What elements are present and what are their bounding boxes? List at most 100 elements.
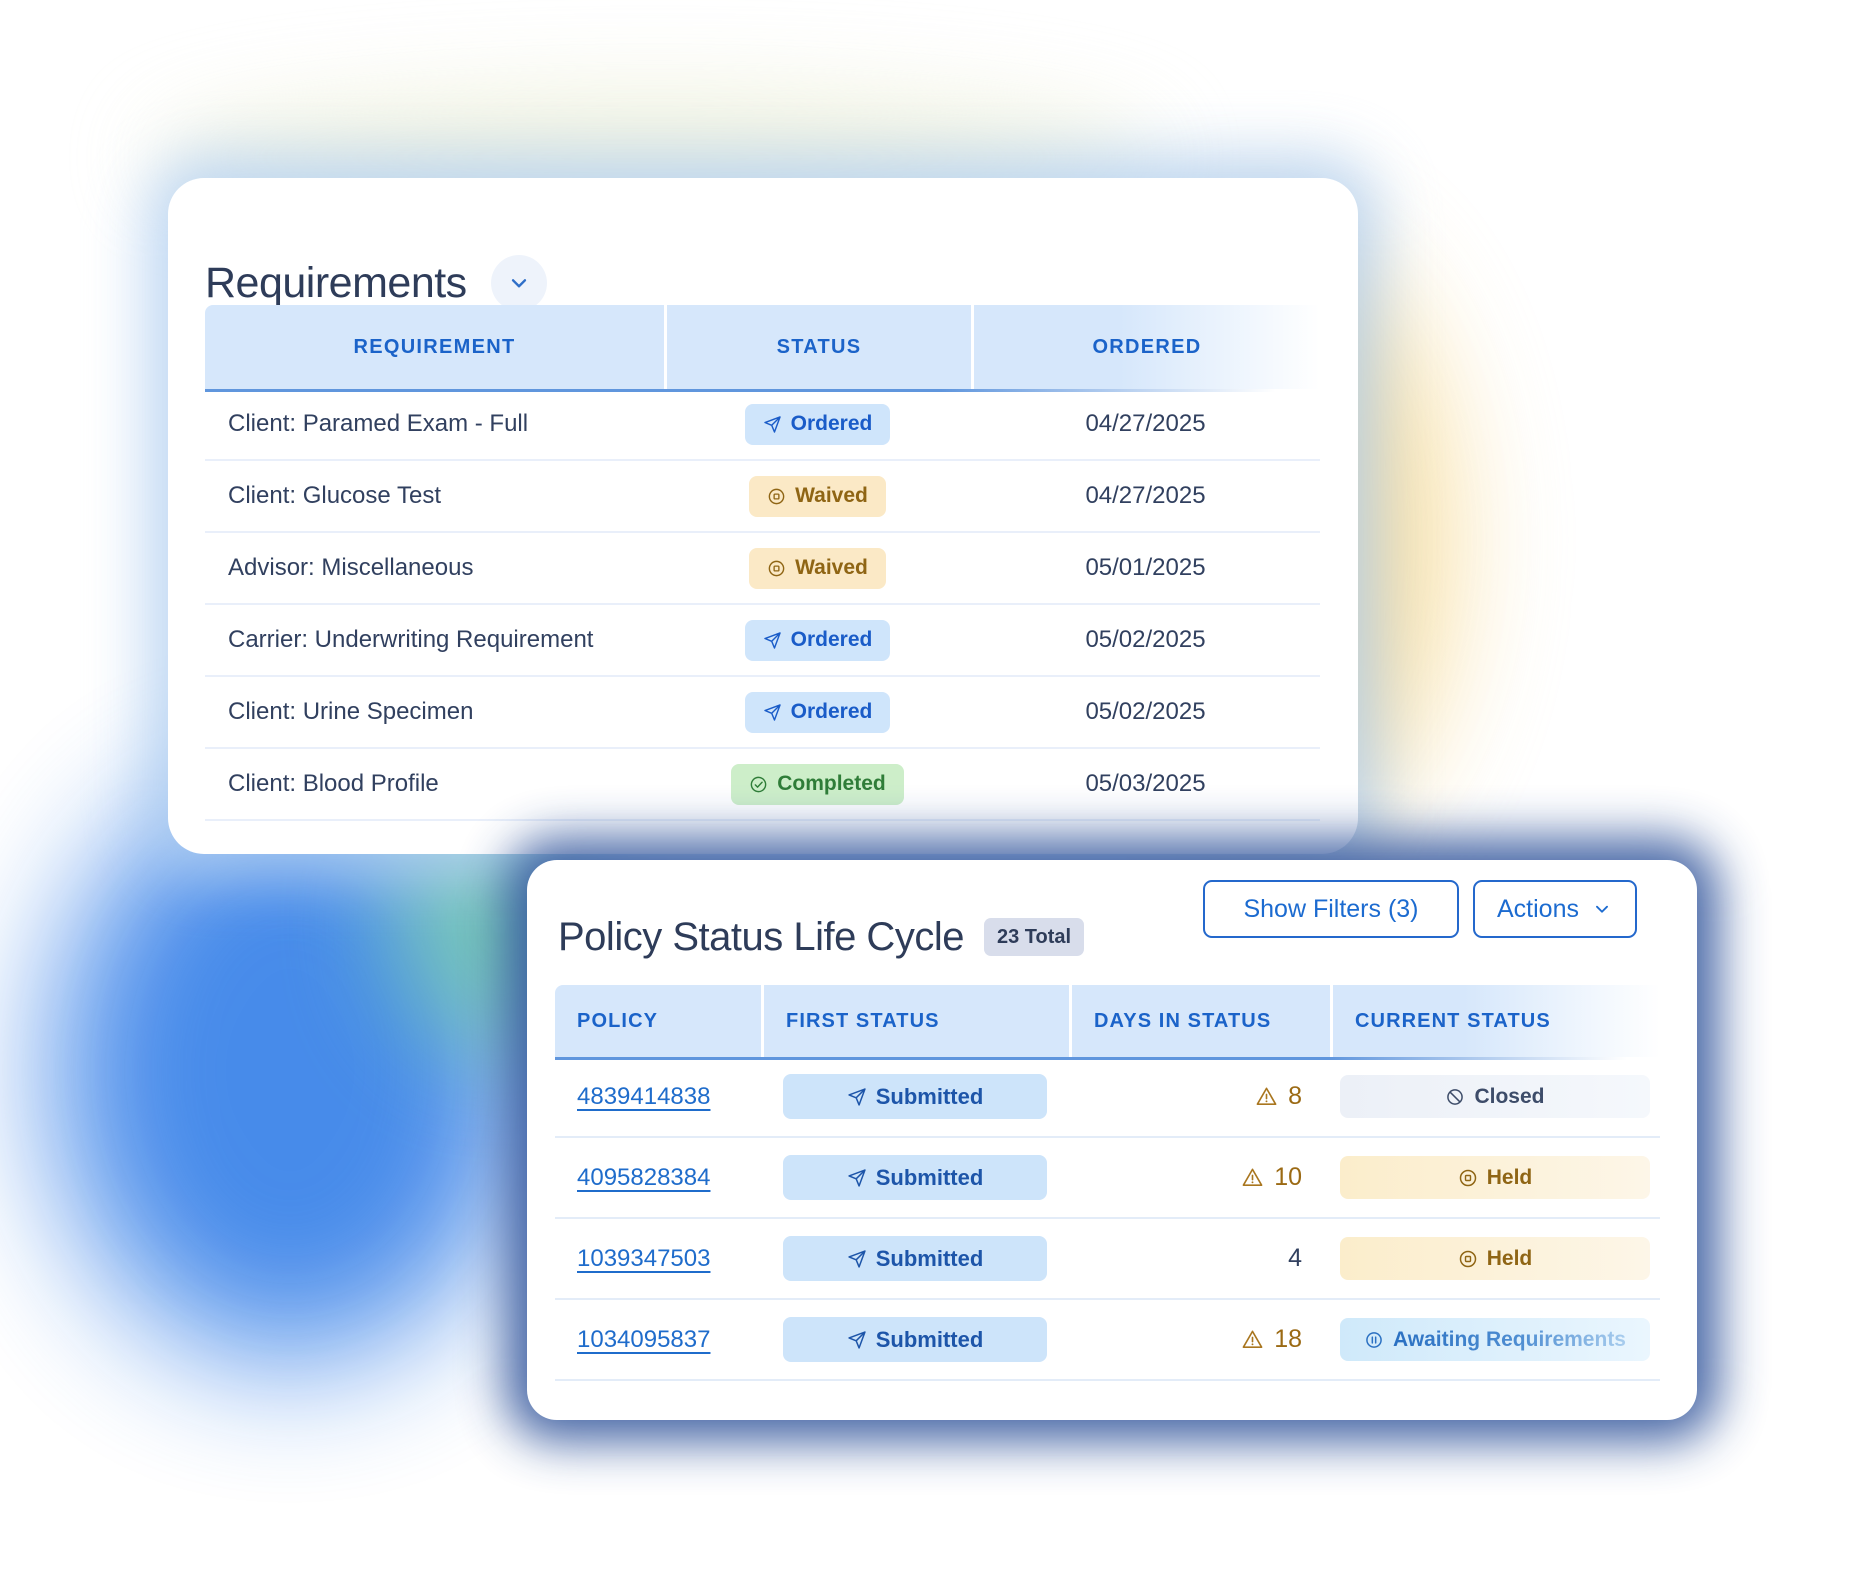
status-label: Submitted [875,1245,984,1271]
actions-button[interactable]: Actions [1473,880,1637,938]
table-row: Advisor: Miscellaneous Waived 05/01/2025 [205,533,1320,605]
requirements-title: Requirements [205,258,467,307]
status-badge-held: Held [1340,1237,1650,1280]
show-filters-button[interactable]: Show Filters (3) [1203,880,1459,938]
send-icon [847,1330,867,1350]
table-row: 1034095837 Submitted 18 Awaiting Require… [555,1300,1660,1381]
status-label: Submitted [875,1326,984,1352]
send-icon [763,703,782,722]
policy-number-link[interactable]: 4095828384 [577,1163,711,1191]
warning-triangle-icon [1241,1166,1264,1189]
policy-card-header: Policy Status Life Cycle 23 Total [558,884,1085,990]
status-label: Closed [1474,1084,1545,1108]
status-label: Held [1486,1165,1533,1189]
status-badge-submitted: Submitted [783,1317,1047,1362]
status-badge-waived: Waived [749,475,886,517]
status-badge-closed: Closed [1340,1075,1650,1118]
ordered-date-cell: 04/27/2025 [1085,482,1206,509]
requirements-table: REQUIREMENT STATUS ORDERED Client: Param… [205,305,1320,821]
check-circle-icon [749,775,768,794]
stop-circle-icon [1458,1168,1478,1188]
stop-circle-icon [1458,1249,1478,1269]
requirement-cell: Advisor: Miscellaneous [228,554,474,581]
warning-triangle-icon [1241,1328,1264,1351]
warning-triangle-icon [1255,1085,1278,1108]
status-badge-ordered: Ordered [744,403,891,445]
days-in-status-value: 18 [1274,1325,1302,1353]
table-row: 4095828384 Submitted 10 Held [555,1138,1660,1219]
status-badge-waived: Waived [749,547,886,589]
column-header-days-in-status: DAYS IN STATUS [1069,985,1330,1057]
send-icon [763,415,782,434]
send-icon [847,1249,867,1269]
status-badge-completed: Completed [731,763,904,805]
status-label: Completed [777,772,886,795]
ordered-date-cell: 05/02/2025 [1085,626,1206,653]
total-count-badge: 23 Total [983,918,1085,957]
chevron-down-icon [1591,898,1613,920]
ordered-date-cell: 05/03/2025 [1085,770,1206,797]
send-icon [847,1168,867,1188]
requirement-cell: Client: Urine Specimen [228,698,474,725]
status-label: Submitted [875,1083,984,1109]
column-header-policy: POLICY [555,985,761,1057]
stop-circle-icon [767,559,786,578]
requirements-card-header: Requirements [205,226,547,340]
ordered-date-cell: 04/27/2025 [1085,410,1206,437]
requirement-cell: Client: Glucose Test [228,482,441,509]
requirements-card: Requirements REQUIREMENT STATUS ORDERED … [168,178,1358,854]
stop-circle-icon [767,487,786,506]
table-row: Client: Glucose Test Waived 04/27/2025 [205,461,1320,533]
requirement-cell: Client: Paramed Exam - Full [228,410,529,437]
chevron-down-icon [506,270,532,296]
status-label: Ordered [790,412,873,435]
pause-circle-icon [1364,1330,1384,1350]
table-row: 4839414838 Submitted 8 Closed [555,1057,1660,1138]
policy-number-link[interactable]: 1039347503 [577,1244,711,1272]
status-badge-submitted: Submitted [783,1155,1047,1200]
status-label: Submitted [875,1164,984,1190]
status-label: Held [1486,1246,1533,1270]
actions-label: Actions [1497,894,1579,923]
requirement-cell: Client: Blood Profile [228,770,439,797]
policy-status-card: Policy Status Life Cycle 23 Total Show F… [527,860,1697,1420]
table-row: Client: Blood Profile Completed 05/03/20… [205,749,1320,821]
status-label: Waived [795,556,868,579]
policy-table-header: POLICY FIRST STATUS DAYS IN STATUS CURRE… [555,985,1660,1060]
column-header-requirement: REQUIREMENT [205,305,664,389]
column-header-ordered: ORDERED [971,305,1320,389]
ordered-date-cell: 05/01/2025 [1085,554,1206,581]
requirement-cell: Carrier: Underwriting Requirement [228,626,594,653]
status-badge-ordered: Ordered [744,619,891,661]
policy-table: POLICY FIRST STATUS DAYS IN STATUS CURRE… [555,985,1660,1381]
days-in-status-value: 8 [1288,1082,1302,1110]
status-label: Awaiting Requirements [1393,1327,1626,1351]
send-icon [847,1087,867,1107]
policy-number-link[interactable]: 4839414838 [577,1082,711,1110]
prohibited-icon [1445,1087,1465,1107]
status-badge-held: Held [1340,1156,1650,1199]
ordered-date-cell: 05/02/2025 [1085,698,1206,725]
table-row: Carrier: Underwriting Requirement Ordere… [205,605,1320,677]
table-row: Client: Urine Specimen Ordered 05/02/202… [205,677,1320,749]
send-icon [763,631,782,650]
column-header-status: STATUS [664,305,971,389]
status-badge-submitted: Submitted [783,1074,1047,1119]
status-badge-ordered: Ordered [744,691,891,733]
requirements-collapse-button[interactable] [490,255,547,312]
days-in-status-value: 10 [1274,1163,1302,1191]
column-header-current-status: CURRENT STATUS [1330,985,1660,1057]
status-label: Waived [795,484,868,507]
requirements-table-header: REQUIREMENT STATUS ORDERED [205,305,1320,392]
status-badge-submitted: Submitted [783,1236,1047,1281]
table-row: 1039347503 Submitted 4 Held [555,1219,1660,1300]
table-row: Client: Paramed Exam - Full Ordered 04/2… [205,389,1320,461]
status-label: Ordered [790,628,873,651]
days-in-status-value: 4 [1288,1244,1302,1272]
status-badge-awaiting-requirements: Awaiting Requirements [1340,1318,1650,1361]
status-label: Ordered [790,700,873,723]
column-header-first-status: FIRST STATUS [761,985,1069,1057]
policy-number-link[interactable]: 1034095837 [577,1325,711,1353]
policy-card-title: Policy Status Life Cycle [558,915,964,960]
show-filters-label: Show Filters (3) [1243,894,1419,923]
